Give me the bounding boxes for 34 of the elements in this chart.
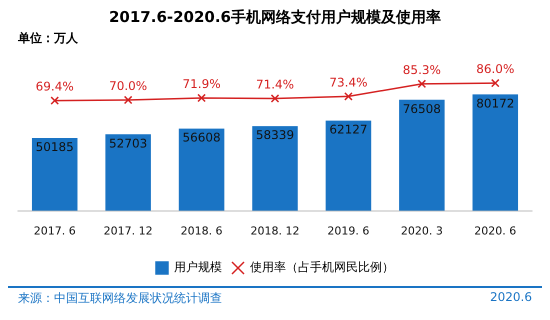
data-label: 70.0%	[109, 79, 148, 94]
data-label: 85.3%	[402, 62, 441, 77]
bar	[178, 128, 224, 211]
data-label: 71.9%	[182, 77, 221, 92]
chart-subtitle: 单位：万人	[17, 30, 79, 46]
x-tick-label: 2020. 3	[400, 224, 443, 238]
bar	[252, 126, 298, 211]
source-note: 来源：中国互联网络发展状况统计调查	[18, 290, 222, 307]
x-tick-label: 2018. 6	[180, 224, 223, 238]
legend-label: 使用率（占手机网民比例）	[250, 260, 394, 274]
x-tick-label: 2017. 6	[34, 224, 76, 238]
bar	[472, 94, 518, 211]
data-label: 69.4%	[36, 80, 74, 94]
data-label: 62127	[329, 122, 368, 137]
data-label: 86.0%	[476, 62, 514, 76]
data-label: 56608	[182, 130, 221, 145]
bar	[32, 138, 78, 211]
bar	[105, 134, 151, 211]
x-tick-label: 2017. 12	[104, 224, 153, 238]
x-tick-label: 2018. 12	[250, 224, 300, 238]
bar	[326, 120, 372, 211]
bar	[399, 100, 445, 211]
x-tick-label: 2019. 6	[327, 224, 370, 238]
data-label: 58339	[256, 128, 294, 142]
legend-label: 用户规模	[174, 260, 222, 274]
x-tick-label: 2020. 6	[474, 224, 516, 238]
chart-title: 2017.6-2020.6手机网络支付用户规模及使用率	[108, 8, 442, 28]
data-label: 71.4%	[256, 78, 294, 92]
data-label: 80172	[476, 96, 514, 111]
data-label: 73.4%	[329, 76, 368, 90]
data-label: 50185	[36, 140, 74, 154]
data-label: 52703	[109, 136, 148, 150]
text: 2020.6	[490, 290, 532, 306]
data-label: 76508	[402, 102, 441, 116]
